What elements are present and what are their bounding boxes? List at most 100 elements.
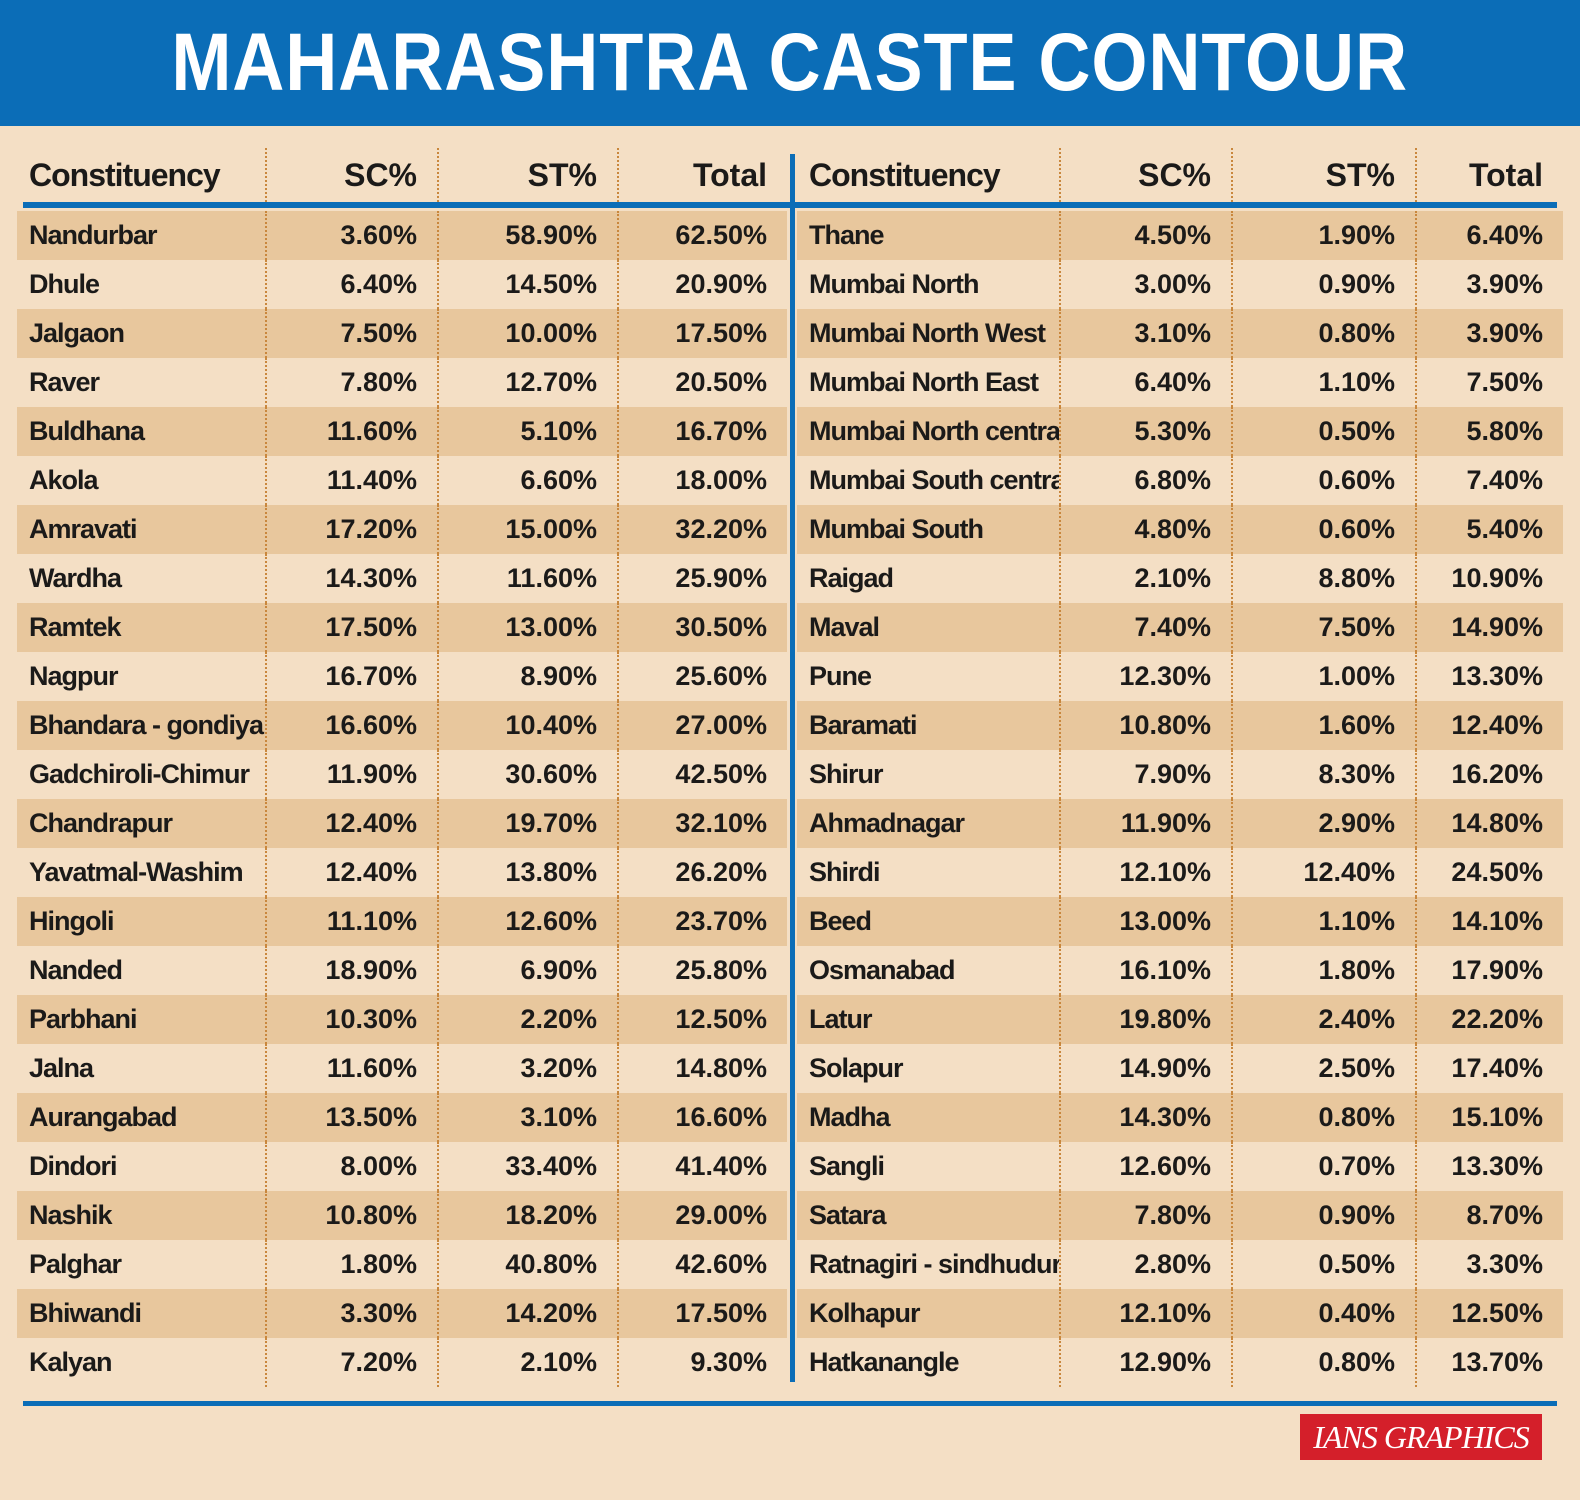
cell-total: 14.80% <box>1415 799 1563 848</box>
table-row: Pune 12.30% 1.00% 13.30% <box>797 652 1563 701</box>
cell-st: 2.50% <box>1231 1044 1415 1093</box>
table-row: Raigad 2.10% 8.80% 10.90% <box>797 554 1563 603</box>
cell-sc: 8.00% <box>265 1142 437 1191</box>
cell-constituency: Shirur <box>809 759 884 789</box>
title-banner: MAHARASHTRA CASTE CONTOUR <box>0 0 1580 126</box>
cell-constituency: Hatkanangle <box>809 1347 960 1377</box>
table-row: Shirur 7.90% 8.30% 16.20% <box>797 750 1563 799</box>
cell-constituency: Nandurbar <box>29 220 158 250</box>
cell-constituency: Mumbai South <box>809 514 984 544</box>
cell-constituency: Mumbai North West <box>809 318 1046 348</box>
cell-st: 15.00% <box>437 505 617 554</box>
cell-sc: 12.90% <box>1059 1338 1231 1387</box>
cell-sc: 7.80% <box>265 358 437 407</box>
cell-total: 17.40% <box>1415 1044 1563 1093</box>
cell-sc: 12.40% <box>265 799 437 848</box>
cell-sc: 19.80% <box>1059 995 1231 1044</box>
table-row: Shirdi 12.10% 12.40% 24.50% <box>797 848 1563 897</box>
cell-constituency: Palghar <box>29 1249 122 1279</box>
table-row: Hingoli 11.10% 12.60% 23.70% <box>17 897 787 946</box>
cell-sc: 3.60% <box>265 211 437 260</box>
cell-total: 13.70% <box>1415 1338 1563 1387</box>
cell-st: 13.80% <box>437 848 617 897</box>
cell-total: 10.90% <box>1415 554 1563 603</box>
cell-sc: 11.90% <box>265 750 437 799</box>
cell-sc: 10.80% <box>265 1191 437 1240</box>
cell-constituency: Chandrapur <box>29 808 173 838</box>
cell-sc: 3.30% <box>265 1289 437 1338</box>
cell-total: 13.30% <box>1415 1142 1563 1191</box>
cell-sc: 11.60% <box>265 1044 437 1093</box>
cell-sc: 7.50% <box>265 309 437 358</box>
cell-constituency: Aurangabad <box>29 1102 178 1132</box>
center-divider <box>790 154 795 1382</box>
table-row: Beed 13.00% 1.10% 14.10% <box>797 897 1563 946</box>
column-header-row: Constituency SC% ST% Total <box>797 148 1563 202</box>
cell-total: 15.10% <box>1415 1093 1563 1142</box>
cell-st: 10.40% <box>437 701 617 750</box>
cell-st: 12.40% <box>1231 848 1415 897</box>
cell-st: 0.90% <box>1231 260 1415 309</box>
cell-total: 25.90% <box>617 554 787 603</box>
cell-total: 12.50% <box>1415 1289 1563 1338</box>
cell-constituency: Beed <box>809 906 872 936</box>
cell-st: 6.60% <box>437 456 617 505</box>
cell-st: 8.80% <box>1231 554 1415 603</box>
cell-constituency: Dhule <box>29 269 100 299</box>
cell-st: 33.40% <box>437 1142 617 1191</box>
cell-st: 12.70% <box>437 358 617 407</box>
cell-st: 40.80% <box>437 1240 617 1289</box>
cell-sc: 16.10% <box>1059 946 1231 995</box>
cell-constituency: Ahmadnagar <box>809 808 965 838</box>
column-header-constituency: Constituency <box>29 156 221 193</box>
table-row: Nandurbar 3.60% 58.90% 62.50% <box>17 211 787 260</box>
cell-sc: 12.40% <box>265 848 437 897</box>
cell-total: 23.70% <box>617 897 787 946</box>
table-row: Yavatmal-Washim 12.40% 13.80% 26.20% <box>17 848 787 897</box>
cell-constituency: Osmanabad <box>809 955 956 985</box>
cell-st: 5.10% <box>437 407 617 456</box>
cell-sc: 17.20% <box>265 505 437 554</box>
table-row: Mumbai South central 6.80% 0.60% 7.40% <box>797 456 1563 505</box>
cell-st: 1.90% <box>1231 211 1415 260</box>
cell-st: 0.60% <box>1231 456 1415 505</box>
cell-st: 10.00% <box>437 309 617 358</box>
cell-st: 13.00% <box>437 603 617 652</box>
cell-total: 26.20% <box>617 848 787 897</box>
cell-total: 18.00% <box>617 456 787 505</box>
cell-constituency: Latur <box>809 1004 873 1034</box>
cell-total: 14.10% <box>1415 897 1563 946</box>
cell-constituency: Ratnagiri - sindhudurg <box>809 1249 1059 1279</box>
table-row: Palghar 1.80% 40.80% 42.60% <box>17 1240 787 1289</box>
cell-st: 0.80% <box>1231 1338 1415 1387</box>
cell-st: 7.50% <box>1231 603 1415 652</box>
cell-total: 5.80% <box>1415 407 1563 456</box>
credit-badge: IANS GRAPHICS <box>1300 1414 1542 1460</box>
table-row: Ahmadnagar 11.90% 2.90% 14.80% <box>797 799 1563 848</box>
table-row: Hatkanangle 12.90% 0.80% 13.70% <box>797 1338 1563 1387</box>
column-header-st: ST% <box>1231 148 1415 202</box>
cell-constituency: Pune <box>809 661 872 691</box>
cell-sc: 14.30% <box>1059 1093 1231 1142</box>
cell-total: 8.70% <box>1415 1191 1563 1240</box>
cell-total: 14.90% <box>1415 603 1563 652</box>
table-row: Mumbai North 3.00% 0.90% 3.90% <box>797 260 1563 309</box>
cell-sc: 12.10% <box>1059 1289 1231 1338</box>
cell-total: 25.60% <box>617 652 787 701</box>
cell-constituency: Nashik <box>29 1200 113 1230</box>
cell-total: 41.40% <box>617 1142 787 1191</box>
cell-constituency: Hingoli <box>29 906 114 936</box>
cell-sc: 2.10% <box>1059 554 1231 603</box>
cell-st: 6.90% <box>437 946 617 995</box>
cell-constituency: Jalna <box>29 1053 94 1083</box>
cell-sc: 4.80% <box>1059 505 1231 554</box>
cell-constituency: Dindori <box>29 1151 118 1181</box>
cell-constituency: Mumbai South central <box>809 465 1059 495</box>
cell-total: 16.70% <box>617 407 787 456</box>
cell-total: 42.50% <box>617 750 787 799</box>
cell-constituency: Wardha <box>29 563 122 593</box>
cell-constituency: Jalgaon <box>29 318 125 348</box>
cell-sc: 7.40% <box>1059 603 1231 652</box>
table-left-body: Nandurbar 3.60% 58.90% 62.50% Dhule 6.40% 14.5… <box>17 211 787 1387</box>
table-row: Bhandara - gondiya 16.60% 10.40% 27.00% <box>17 701 787 750</box>
